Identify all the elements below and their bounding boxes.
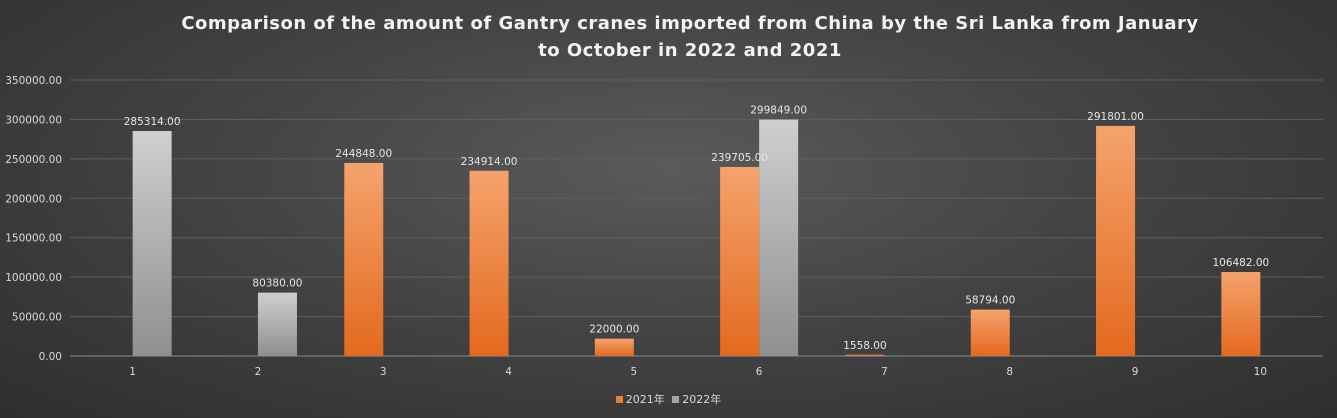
x-tick-label: 5 (631, 366, 638, 378)
bar-2021 (720, 166, 760, 356)
bar-2021 (1096, 125, 1136, 356)
x-tick-label: 9 (1132, 366, 1139, 378)
data-label: 1558.00 (843, 340, 886, 352)
y-tick-label: 50000.00 (12, 312, 62, 324)
data-label: 244848.00 (335, 148, 392, 160)
data-label: 291801.00 (1087, 111, 1144, 123)
data-label: 234914.00 (461, 156, 518, 168)
x-tick-label: 6 (756, 366, 763, 378)
data-label: 58794.00 (965, 295, 1015, 307)
data-labels: 285314.00 80380.00 244848.00 234914.00 22000… (124, 105, 1269, 352)
y-tick-label: 150000.00 (5, 233, 62, 245)
bar-2022 (257, 292, 297, 356)
y-tick-label: 200000.00 (5, 193, 62, 205)
data-label: 299849.00 (750, 105, 807, 117)
legend-swatch-2022 (672, 395, 680, 403)
legend-label-2022: 2022年 (682, 393, 722, 406)
axes: 0.00 50000.00 100000.00 150000.00 200000.00 2… (5, 75, 1267, 378)
legend: 2021年 2022年 (0, 391, 1337, 407)
x-tick-label: 1 (129, 366, 136, 378)
bar-2021 (1221, 272, 1261, 356)
bars (132, 119, 1261, 357)
data-label: 80380.00 (252, 278, 302, 290)
y-tick-label: 350000.00 (5, 75, 62, 87)
legend-swatch-2021 (615, 395, 623, 403)
bar-2021 (970, 309, 1010, 356)
y-tick-label: 0.00 (39, 351, 62, 363)
bar-2022 (132, 131, 172, 356)
chart-title: Comparison of the amount of Gantry crane… (181, 13, 1199, 61)
data-label: 106482.00 (1212, 257, 1269, 269)
x-tick-label: 2 (255, 366, 262, 378)
x-tick-label: 3 (380, 366, 387, 378)
bar-2021 (594, 338, 634, 356)
data-label: 22000.00 (589, 324, 639, 336)
x-tick-label: 8 (1006, 366, 1013, 378)
data-label: 239705.00 (711, 152, 768, 164)
y-tick-label: 100000.00 (5, 272, 62, 284)
x-tick-label: 7 (881, 366, 888, 378)
bar-2021 (845, 354, 885, 356)
legend-label-2021: 2021年 (625, 393, 665, 406)
bar-2021 (344, 162, 384, 356)
bar-2021 (469, 170, 509, 356)
x-tick-label: 4 (505, 366, 512, 378)
y-tick-label: 300000.00 (5, 114, 62, 126)
data-label: 285314.00 (124, 116, 181, 128)
x-tick-label: 10 (1254, 366, 1267, 378)
y-tick-label: 250000.00 (5, 154, 62, 166)
bar-2022 (759, 119, 799, 357)
legend-item-2022: 2022年 (672, 391, 721, 407)
legend-item-2021: 2021年 (615, 391, 665, 407)
